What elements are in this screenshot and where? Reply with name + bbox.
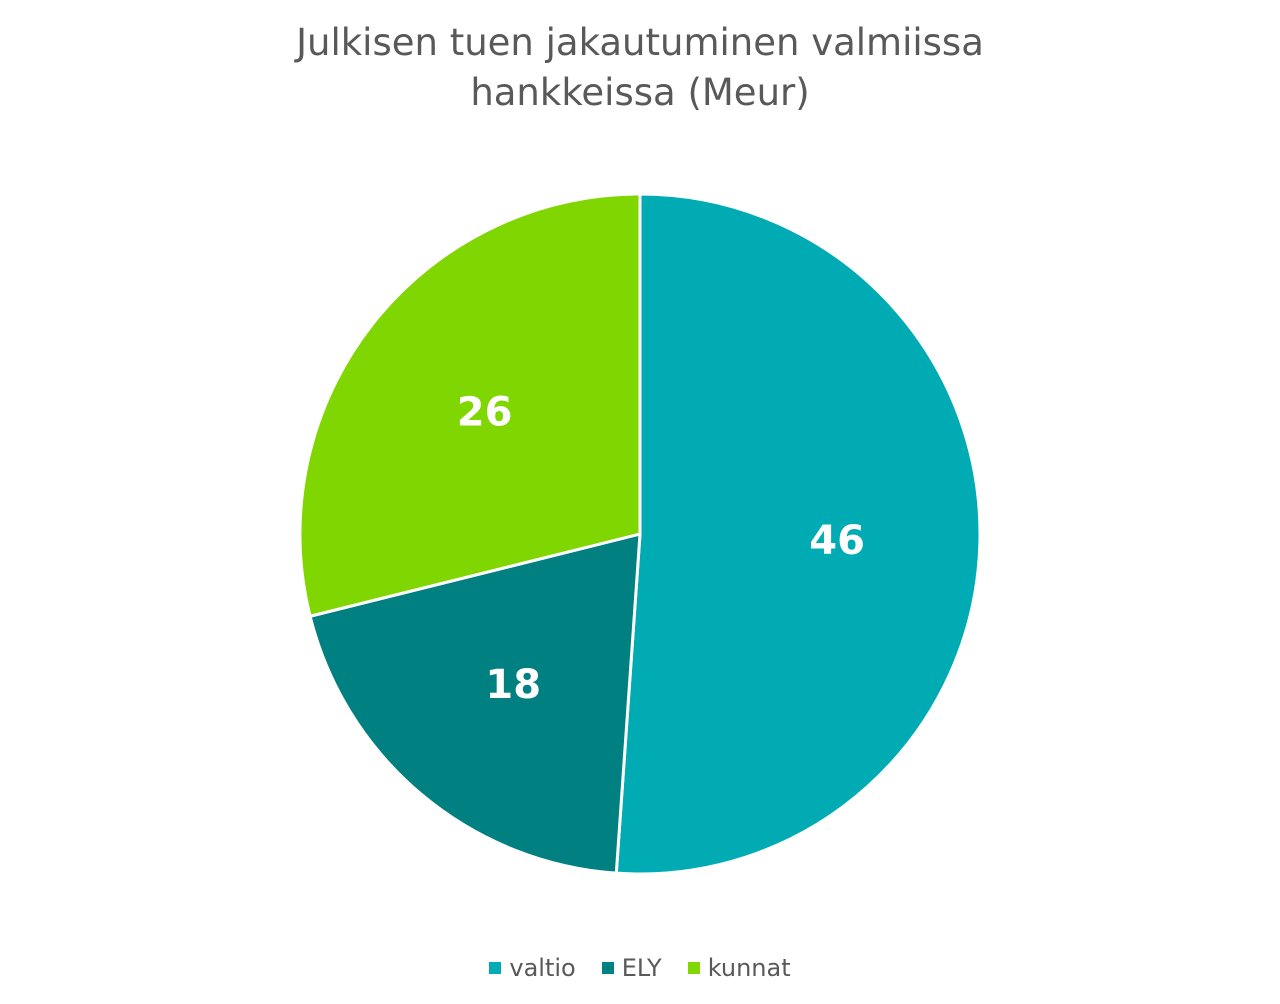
chart-title: Julkisen tuen jakautuminen valmiissa han… <box>0 18 1280 118</box>
legend-item-valtio: valtio <box>489 954 576 982</box>
legend-label-ely: ELY <box>621 954 662 982</box>
chart-title-line-1: Julkisen tuen jakautuminen valmiissa <box>296 21 984 64</box>
pie-slice-ely <box>308 532 642 875</box>
data-label-kunnat: 26 <box>457 390 513 436</box>
data-label-valtio: 46 <box>809 518 865 564</box>
legend-label-kunnat: kunnat <box>707 954 791 982</box>
legend: valtio ELY kunnat <box>0 954 1280 982</box>
legend-item-kunnat: kunnat <box>687 954 791 982</box>
legend-label-valtio: valtio <box>509 954 576 982</box>
chart-title-line-2: hankkeissa (Meur) <box>470 71 810 114</box>
legend-swatch-ely <box>601 962 614 974</box>
legend-item-ely: ELY <box>601 954 662 982</box>
pie-slice-kunnat <box>298 192 642 618</box>
legend-swatch-kunnat <box>687 962 700 974</box>
data-label-ely: 18 <box>485 662 541 708</box>
legend-swatch-valtio <box>489 962 502 974</box>
pie-slice-valtio <box>614 192 982 876</box>
